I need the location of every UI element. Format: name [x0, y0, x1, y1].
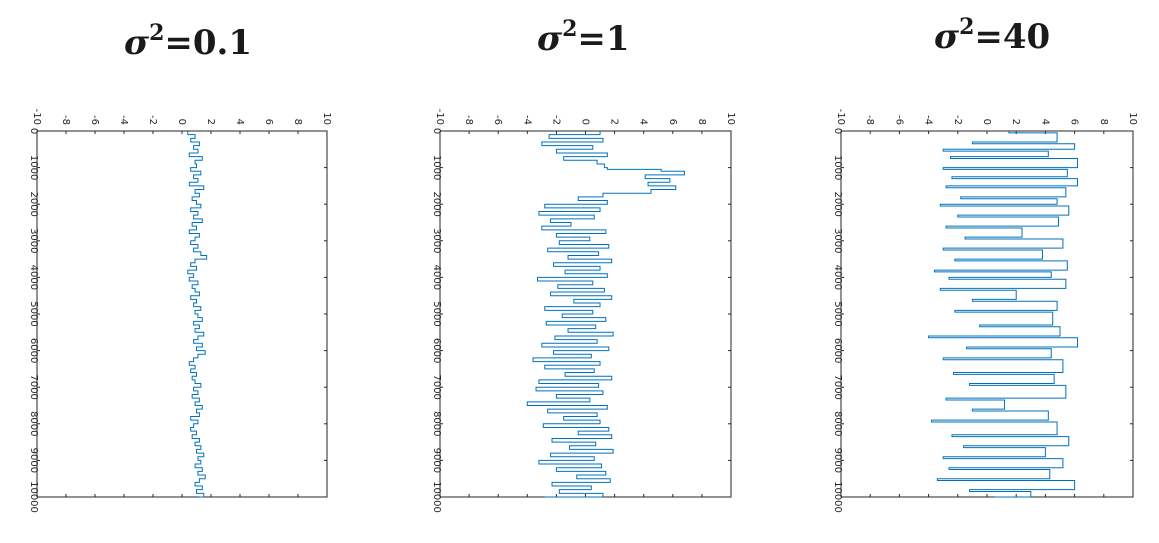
x-tick-label: 7000 — [431, 374, 442, 399]
x-tick-label: 6000 — [832, 338, 843, 363]
y-tick-label: -8 — [60, 115, 71, 125]
x-tick-label: 0 — [832, 128, 843, 134]
chart-title-2: σ2=40 — [934, 14, 1050, 57]
x-tick-label: 10000 — [28, 481, 39, 513]
x-tick-label: 2000 — [28, 191, 39, 216]
x-tick-label: 9000 — [832, 448, 843, 473]
series-line-0 — [187, 131, 208, 498]
y-tick-label: -4 — [118, 115, 129, 125]
y-tick-label: -2 — [550, 115, 561, 125]
y-tick-label: 8 — [292, 119, 303, 125]
x-tick-label: 4000 — [431, 265, 442, 290]
y-tick-label: -2 — [147, 115, 158, 125]
chart-1: -10 -8 -6 -4 -2 0 2 4 6 8 10 0 1000 2000 3000 4000 5000 6… — [431, 109, 736, 513]
x-tick-label: 5000 — [431, 301, 442, 326]
y-tick-label: 6 — [1069, 119, 1080, 125]
x-tick-label: 2000 — [431, 191, 442, 216]
y-tick-label: 6 — [263, 119, 274, 125]
y-tick-label: 10 — [1127, 112, 1138, 125]
x-tick-label: 7000 — [832, 374, 843, 399]
x-tick-label: 1000 — [28, 155, 39, 180]
y-tick-label: -8 — [463, 115, 474, 125]
x-tick-label: 9000 — [431, 448, 442, 473]
y-tick-label: -6 — [893, 115, 904, 125]
y-tick-label: -10 — [31, 109, 42, 125]
x-tick-label: 1000 — [431, 155, 442, 180]
x-tick-label: 0 — [431, 128, 442, 134]
y-tick-label: 6 — [667, 119, 678, 125]
x-tick-label: 4000 — [832, 265, 843, 290]
y-tick-label: 8 — [1098, 119, 1109, 125]
y-tick-label: 4 — [638, 119, 649, 125]
series-line-0 — [526, 131, 685, 498]
x-tick-label: 3000 — [431, 228, 442, 253]
title-exponent: 2 — [149, 20, 165, 46]
x-tick-label: 10000 — [431, 481, 442, 513]
title-exponent: 2 — [959, 14, 975, 40]
y-tick-label: -8 — [864, 115, 875, 125]
x-tick-label: 8000 — [28, 411, 39, 436]
series-line-0 — [928, 131, 1079, 498]
y-tick-label: 4 — [234, 119, 245, 125]
x-tick-label: 6000 — [28, 338, 39, 363]
x-tick-label: 10000 — [832, 481, 843, 513]
y-tick-label: 2 — [1010, 119, 1021, 125]
y-tick-label: 4 — [1039, 119, 1050, 125]
x-tick-label: 9000 — [28, 448, 39, 473]
y-tick-label: -6 — [492, 115, 503, 125]
title-symbol: σ — [124, 23, 150, 63]
x-tick-label: 2000 — [832, 191, 843, 216]
title-symbol: σ — [537, 19, 563, 59]
plot-frame — [36, 130, 328, 498]
chart-title-0: σ2=0.1 — [124, 20, 252, 63]
chart-title-1: σ2=1 — [537, 16, 630, 59]
y-tick-label: -10 — [835, 109, 846, 125]
y-tick-label: 0 — [981, 119, 992, 125]
y-tick-label: -6 — [89, 115, 100, 125]
y-tick-label: 0 — [176, 119, 187, 125]
y-tick-label: 10 — [725, 112, 736, 125]
x-tick-label: 7000 — [28, 374, 39, 399]
title-rest: =1 — [577, 19, 630, 59]
title-exponent: 2 — [562, 16, 578, 42]
y-tick-label: 8 — [696, 119, 707, 125]
chart-2: -10 -8 -6 -4 -2 0 2 4 6 8 10 0 1000 2000 3000 4000 5000 6… — [832, 109, 1138, 513]
y-tick-label: -10 — [434, 109, 445, 125]
x-tick-label: 8000 — [431, 411, 442, 436]
x-tick-label: 3000 — [832, 228, 843, 253]
title-rest: =40 — [974, 17, 1051, 57]
x-tick-label: 6000 — [431, 338, 442, 363]
title-symbol: σ — [934, 17, 960, 57]
y-tick-label: 2 — [609, 119, 620, 125]
y-tick-label: 10 — [321, 112, 332, 125]
title-rest: =0.1 — [164, 23, 253, 63]
y-tick-label: -2 — [952, 115, 963, 125]
y-tick-label: 2 — [205, 119, 216, 125]
x-tick-label: 1000 — [832, 155, 843, 180]
x-tick-label: 5000 — [28, 301, 39, 326]
plot-frame — [840, 130, 1134, 498]
x-tick-label: 0 — [28, 128, 39, 134]
x-tick-label: 5000 — [832, 301, 843, 326]
x-tick-label: 4000 — [28, 265, 39, 290]
x-tick-label: 8000 — [832, 411, 843, 436]
y-tick-label: -4 — [521, 115, 532, 125]
chart-0: -10 -8 -6 -4 -2 0 2 4 6 8 10 0 1000 2000 3000 4000 5000 6… — [28, 109, 332, 513]
y-tick-label: 0 — [580, 119, 591, 125]
y-tick-label: -4 — [923, 115, 934, 125]
x-tick-label: 3000 — [28, 228, 39, 253]
